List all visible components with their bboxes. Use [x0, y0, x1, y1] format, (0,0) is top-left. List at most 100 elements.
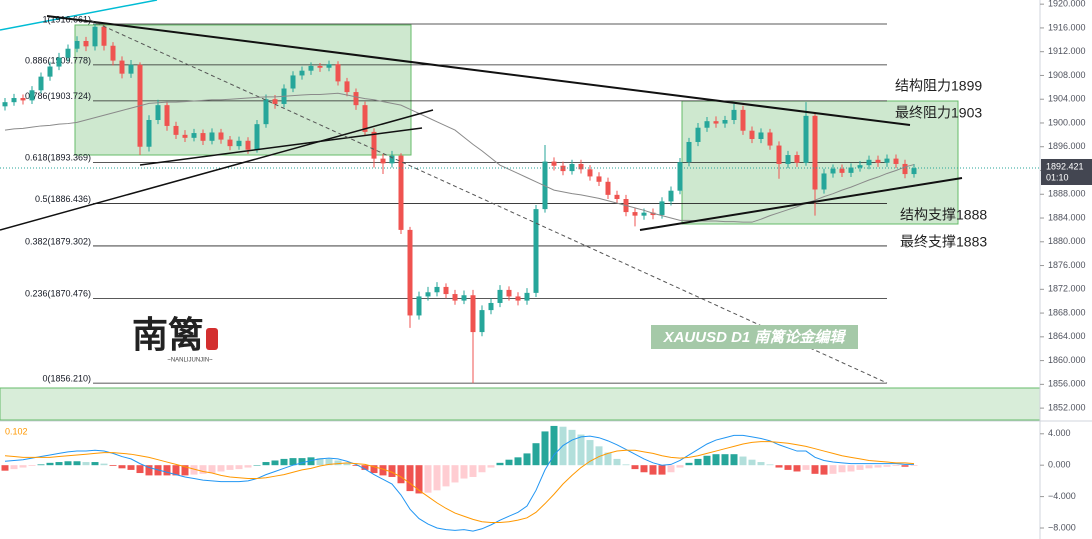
- macd-histogram: [622, 464, 630, 466]
- candle-body: [209, 132, 215, 141]
- y-tick-label: 1860.000: [1048, 355, 1086, 365]
- macd-histogram: [73, 461, 81, 466]
- candle-body: [902, 163, 908, 175]
- candle-body: [497, 289, 503, 303]
- candle-body: [191, 133, 197, 138]
- macd-histogram: [685, 462, 693, 466]
- y-tick-label: 1904.000: [1048, 94, 1086, 104]
- candle-body: [866, 159, 872, 166]
- macd-histogram: [82, 462, 90, 466]
- candle-body: [830, 168, 836, 174]
- candle-body: [731, 109, 737, 120]
- macd-histogram: [145, 465, 153, 476]
- macd-histogram: [181, 465, 189, 476]
- logo: 南篱: [132, 314, 204, 356]
- candle-body: [605, 181, 611, 195]
- macd-histogram: [127, 465, 135, 470]
- last-price: 1892.421: [1046, 161, 1084, 171]
- candle-body: [470, 295, 476, 333]
- macd-histogram: [19, 465, 27, 468]
- fib-label: 0.786(1903.724): [25, 91, 91, 101]
- macd-histogram: [748, 459, 756, 466]
- macd-histogram: [28, 465, 36, 466]
- macd-histogram: [856, 465, 864, 470]
- trend-line: [639, 177, 963, 231]
- y-tick-label: 1908.000: [1048, 70, 1086, 80]
- candle-body: [20, 98, 26, 101]
- macd-histogram: [577, 434, 585, 466]
- macd-histogram: [397, 465, 405, 484]
- level-annotation: 最终阻力1903: [895, 105, 982, 121]
- macd-histogram: [541, 431, 549, 466]
- candle-body: [524, 292, 530, 301]
- candle-body: [326, 64, 332, 68]
- macd-histogram: [811, 465, 819, 474]
- macd-histogram: [829, 465, 837, 474]
- candle-body: [317, 65, 323, 68]
- macd-histogram: [568, 429, 576, 466]
- macd-histogram: [46, 462, 54, 466]
- macd-histogram: [415, 465, 423, 494]
- countdown: 01:10: [1046, 172, 1069, 182]
- macd-histogram: [10, 465, 18, 470]
- macd-histogram: [478, 465, 486, 473]
- y-tick-label: 1888.000: [1048, 189, 1086, 199]
- fib-label: 0.5(1886.436): [35, 194, 91, 204]
- macd-histogram: [865, 465, 873, 469]
- macd-histogram: [433, 465, 441, 491]
- macd-histogram: [226, 465, 234, 470]
- macd-histogram: [892, 465, 900, 466]
- macd-histogram: [298, 458, 306, 466]
- y-tick-label: 1920.000: [1048, 0, 1086, 9]
- macd-histogram: [883, 465, 891, 467]
- y-tick-label: 1900.000: [1048, 117, 1086, 127]
- macd-histogram: [586, 440, 594, 466]
- trend-line: [0, 0, 158, 31]
- candle-body: [65, 48, 71, 58]
- support-zone: [0, 387, 1041, 421]
- candle-body: [641, 212, 647, 216]
- macd-histogram: [820, 465, 828, 475]
- macd-histogram: [505, 459, 513, 466]
- candle-body: [353, 92, 359, 106]
- macd-histogram: [253, 465, 261, 466]
- macd-histogram: [901, 465, 909, 467]
- candle-body: [434, 286, 440, 293]
- macd-histogram: [64, 461, 72, 466]
- candle-body: [416, 296, 422, 316]
- candle-body: [758, 132, 764, 140]
- macd-histogram: [388, 465, 396, 477]
- macd-histogram: [739, 456, 747, 466]
- candle-body: [218, 132, 224, 140]
- candle-body: [542, 161, 548, 210]
- macd-histogram: [514, 457, 522, 466]
- candle-body: [11, 98, 17, 103]
- macd-histogram: [136, 465, 144, 474]
- macd-histogram: [163, 465, 171, 476]
- fib-label: 0.236(1870.476): [25, 289, 91, 299]
- candle-body: [380, 158, 386, 164]
- candle-body: [560, 165, 566, 172]
- candle-body: [308, 65, 314, 71]
- macd-histogram: [172, 465, 180, 476]
- macd-histogram: [91, 462, 99, 466]
- macd-histogram: [784, 465, 792, 470]
- candle-body: [587, 169, 593, 177]
- macd-histogram: [550, 425, 558, 466]
- macd-histogram: [289, 458, 297, 466]
- candle-body: [488, 302, 494, 311]
- candle-body: [596, 176, 602, 182]
- candle-body: [407, 229, 413, 316]
- macd-histogram: [838, 465, 846, 473]
- y-tick-label: 4.000: [1048, 428, 1071, 438]
- y-tick-label: 1872.000: [1048, 284, 1086, 294]
- candle-body: [344, 81, 350, 93]
- y-tick-label: 1896.000: [1048, 141, 1086, 151]
- candle-body: [173, 125, 179, 135]
- candle-body: [155, 105, 161, 120]
- candle-body: [119, 60, 125, 74]
- macd-histogram: [757, 462, 765, 466]
- macd-histogram: [271, 460, 279, 466]
- y-tick-label: 1880.000: [1048, 236, 1086, 246]
- macd-histogram: [802, 465, 810, 470]
